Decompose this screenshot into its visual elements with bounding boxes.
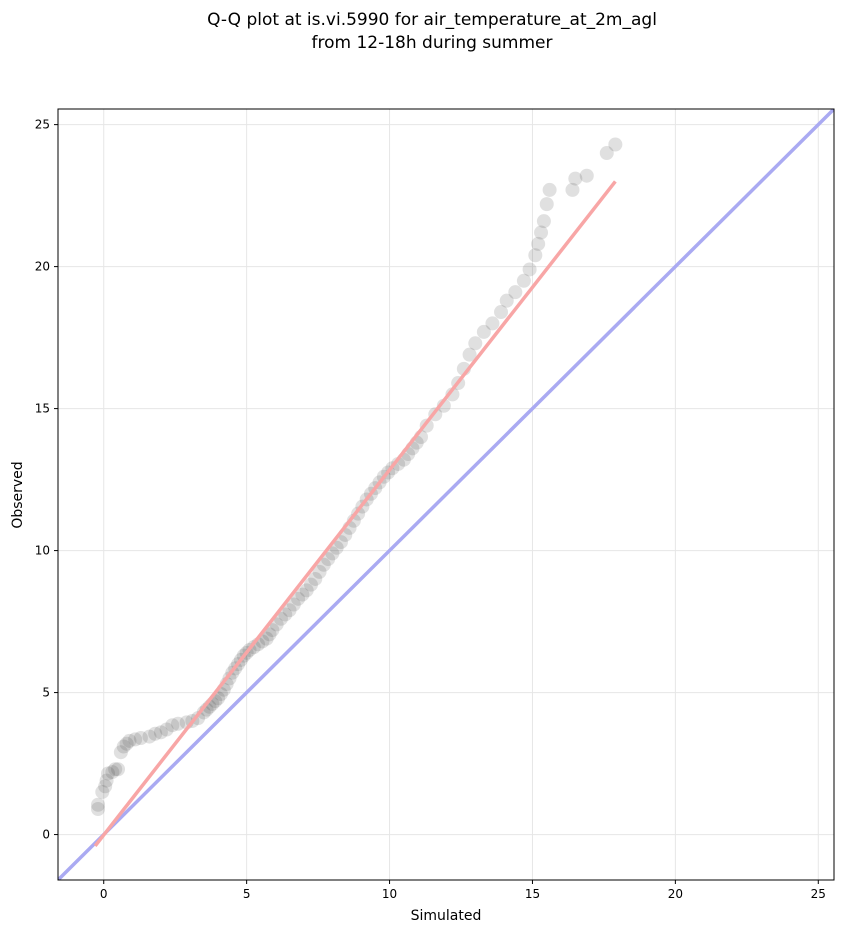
y-tick-label: 20 xyxy=(35,260,50,274)
point xyxy=(391,456,406,471)
point xyxy=(98,779,113,794)
point xyxy=(101,766,116,781)
point xyxy=(542,182,557,197)
plot-frame xyxy=(57,108,835,881)
point xyxy=(282,603,297,618)
point xyxy=(116,739,131,754)
point xyxy=(499,293,514,308)
point xyxy=(494,305,509,320)
point xyxy=(579,168,594,183)
point xyxy=(222,671,237,686)
point xyxy=(295,587,310,602)
point xyxy=(148,726,163,741)
x-tick-label: 15 xyxy=(525,887,540,901)
x-tick-label: 5 xyxy=(243,887,251,901)
point xyxy=(113,745,128,760)
point xyxy=(528,248,543,263)
y-tick-label: 5 xyxy=(42,686,50,700)
point xyxy=(291,591,306,606)
point xyxy=(108,762,123,777)
y-tick-label: 10 xyxy=(35,544,50,558)
point xyxy=(522,262,537,277)
point xyxy=(303,577,318,592)
point xyxy=(278,607,293,622)
plot-area xyxy=(58,109,834,880)
point xyxy=(142,729,157,744)
point xyxy=(111,762,126,777)
point xyxy=(91,802,106,817)
x-tick-label: 10 xyxy=(382,887,397,901)
chart-title: Q-Q plot at is.vi.5990 for air_temperatu… xyxy=(207,10,657,30)
point xyxy=(122,733,137,748)
y-tick-label: 0 xyxy=(42,828,50,842)
point xyxy=(568,171,583,186)
point xyxy=(262,627,277,642)
point xyxy=(259,631,274,646)
y-axis-label: Observed xyxy=(10,461,26,528)
point xyxy=(312,564,327,579)
y-tick-label: 25 xyxy=(35,118,50,132)
point xyxy=(119,736,134,751)
point xyxy=(534,225,549,240)
x-tick-label: 20 xyxy=(668,887,683,901)
point xyxy=(299,583,314,598)
point xyxy=(91,797,106,812)
chart-title: from 12-18h during summer xyxy=(312,33,553,53)
point xyxy=(445,387,460,402)
point xyxy=(508,285,523,300)
point xyxy=(485,316,500,331)
point xyxy=(246,640,261,655)
y-tick-label: 15 xyxy=(35,402,50,416)
point xyxy=(462,347,477,362)
point xyxy=(133,731,148,746)
point xyxy=(105,765,120,780)
point xyxy=(153,725,168,740)
point xyxy=(516,273,531,288)
point xyxy=(308,571,323,586)
point xyxy=(95,784,110,799)
point xyxy=(128,732,143,747)
point xyxy=(159,722,174,737)
x-tick-label: 25 xyxy=(811,887,826,901)
point xyxy=(565,182,580,197)
point xyxy=(536,214,551,229)
point xyxy=(476,324,491,339)
point xyxy=(99,773,114,788)
point xyxy=(286,597,301,612)
x-tick-label: 0 xyxy=(100,887,108,901)
point xyxy=(165,718,180,733)
point xyxy=(468,336,483,351)
point xyxy=(531,236,546,251)
point xyxy=(316,557,331,572)
point xyxy=(171,716,186,731)
point xyxy=(608,137,623,152)
identity-line xyxy=(58,109,834,880)
point xyxy=(539,197,554,212)
fit-line xyxy=(93,180,617,848)
point xyxy=(599,146,614,161)
x-axis-label: Simulated xyxy=(411,908,482,924)
